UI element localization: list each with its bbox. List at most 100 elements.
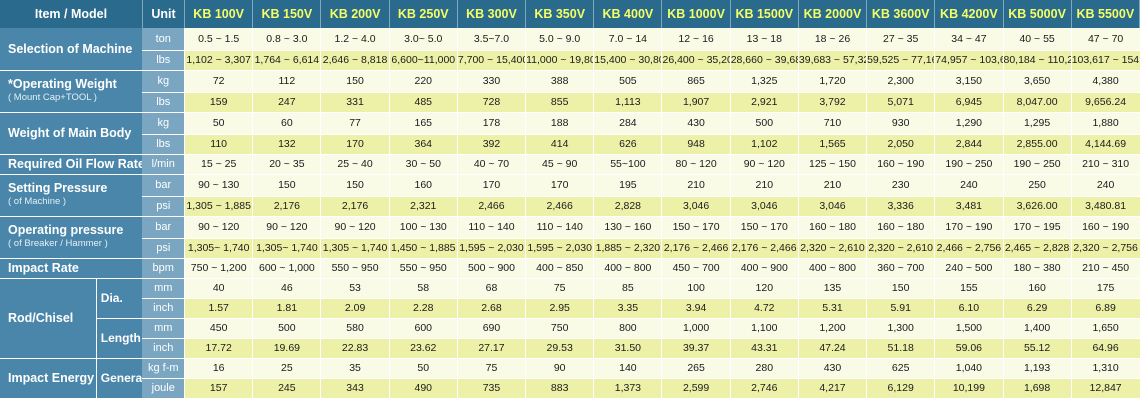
table-row: lbs 159 247 331 485 728 855 1,113 1,907 2,921 3,79…	[0, 92, 1140, 113]
value-cell: 2,855.00	[1002, 134, 1072, 155]
value-cell: 450 ~ 700	[661, 258, 731, 279]
value-cell: 4,144.69	[1070, 134, 1140, 155]
value-cell: 43.31	[729, 338, 799, 359]
value-cell: 600	[388, 318, 458, 339]
value-cell: 3,650	[1002, 70, 1072, 93]
value-cell: 1,295	[1002, 112, 1072, 135]
model-header: KB 1000V	[661, 0, 731, 28]
value-cell: 188	[525, 112, 594, 135]
value-cell: 1,100	[729, 318, 799, 339]
value-cell: 17.72	[184, 338, 253, 359]
value-cell: 5.31	[797, 298, 867, 319]
value-cell: 865	[661, 70, 731, 93]
value-cell: 25 ~ 40	[320, 154, 390, 175]
value-cell: 2,828	[593, 196, 662, 217]
row-label-text: Selection of Machine	[8, 41, 133, 56]
value-cell: 0.5 ~ 1.5	[184, 28, 253, 51]
value-cell: 90 ~ 120	[184, 216, 253, 239]
value-cell: 160 ~ 190	[866, 154, 935, 175]
value-cell: 27 ~ 35	[866, 28, 935, 51]
value-cell: 265	[661, 358, 731, 379]
value-cell: 16	[184, 358, 253, 379]
row-label: *Operating Weight( Mount Cap+TOOL )	[0, 70, 143, 113]
row-label-note: ( of Breaker / Hammer )	[8, 238, 108, 249]
value-cell: 500	[252, 318, 321, 339]
value-cell: 3,626.00	[1002, 196, 1072, 217]
value-cell: 6.10	[934, 298, 1003, 319]
value-cell: 210 ~ 310	[1070, 154, 1140, 175]
value-cell: 25	[252, 358, 321, 379]
value-cell: 2,844	[934, 134, 1003, 155]
value-cell: 59.06	[934, 338, 1003, 359]
value-cell: 855	[525, 92, 594, 113]
unit-cell: kg f-m	[142, 358, 185, 379]
value-cell: 3,336	[866, 196, 935, 217]
value-cell: 2,300	[866, 70, 935, 93]
value-cell: 2,320 ~ 2,610	[797, 238, 867, 259]
model-header: KB 100V	[184, 0, 254, 28]
value-cell: 2,466	[525, 196, 594, 217]
unit-cell: joule	[142, 378, 185, 399]
value-cell: 280	[729, 358, 799, 379]
value-cell: 22.83	[320, 338, 390, 359]
value-cell: 210	[729, 174, 799, 197]
unit-cell: kg	[142, 112, 185, 135]
value-cell: 170	[525, 174, 594, 197]
unit-cell: ton	[142, 28, 185, 51]
value-cell: 2,599	[661, 378, 731, 399]
value-cell: 8,047.00	[1002, 92, 1072, 113]
value-cell: 2.09	[320, 298, 390, 319]
value-cell: 230	[866, 174, 935, 197]
value-cell: 2.95	[525, 298, 594, 319]
value-cell: 160 ~ 180	[797, 216, 867, 239]
unit-cell: psi	[142, 196, 185, 217]
value-cell: 26,400 ~ 35,200	[661, 50, 731, 71]
table-row: *Operating Weight( Mount Cap+TOOL ) kg 72 1…	[0, 70, 1140, 113]
model-header: KB 2000V	[798, 0, 868, 28]
value-cell: 550 ~ 950	[320, 258, 390, 279]
value-cell: 15,400 ~ 30,800	[593, 50, 662, 71]
value-cell: 155	[934, 278, 1003, 299]
value-cell: 400 ~ 800	[593, 258, 662, 279]
value-cell: 4,217	[797, 378, 867, 399]
value-cell: 180 ~ 380	[1002, 258, 1072, 279]
value-cell: 2.68	[456, 298, 526, 319]
value-cell: 40	[184, 278, 253, 299]
value-cell: 112	[252, 70, 321, 93]
row-label: Weight of Main Body	[0, 112, 143, 155]
value-cell: 2,921	[729, 92, 799, 113]
value-cell: 800	[593, 318, 662, 339]
value-cell: 175	[1070, 278, 1140, 299]
value-cell: 58	[388, 278, 458, 299]
value-cell: 1,450 ~ 1,885	[388, 238, 458, 259]
value-cell: 178	[456, 112, 526, 135]
value-cell: 7.0 ~ 14	[593, 28, 662, 51]
value-cell: 6.89	[1070, 298, 1140, 319]
value-cell: 1,565	[797, 134, 867, 155]
value-cell: 1,880	[1070, 112, 1140, 135]
value-cell: 159	[184, 92, 253, 113]
value-cell: 1,200	[797, 318, 867, 339]
value-cell: 220	[388, 70, 458, 93]
value-cell: 360 ~ 700	[866, 258, 935, 279]
value-cell: 77	[320, 112, 390, 135]
value-cell: 1,113	[593, 92, 662, 113]
value-cell: 735	[456, 378, 526, 399]
value-cell: 72	[184, 70, 253, 93]
row-label: Selection of Machine	[0, 28, 143, 71]
value-cell: 23.62	[388, 338, 458, 359]
value-cell: 3,150	[934, 70, 1003, 93]
row-label-text: Operating pressure	[8, 223, 124, 237]
value-cell: 100 ~ 130	[388, 216, 458, 239]
unit-cell: l/min	[142, 154, 185, 175]
value-cell: 50	[388, 358, 458, 379]
value-cell: 90 ~ 120	[729, 154, 799, 175]
value-cell: 1,698	[1002, 378, 1072, 399]
model-header: KB 3600V	[866, 0, 936, 28]
value-cell: 210 ~ 450	[1070, 258, 1140, 279]
value-cell: 485	[388, 92, 458, 113]
value-cell: 1,373	[593, 378, 662, 399]
value-cell: 110 ~ 140	[525, 216, 594, 239]
value-cell: 6,945	[934, 92, 1003, 113]
value-cell: 80,184 ~ 110,231	[1002, 50, 1072, 71]
